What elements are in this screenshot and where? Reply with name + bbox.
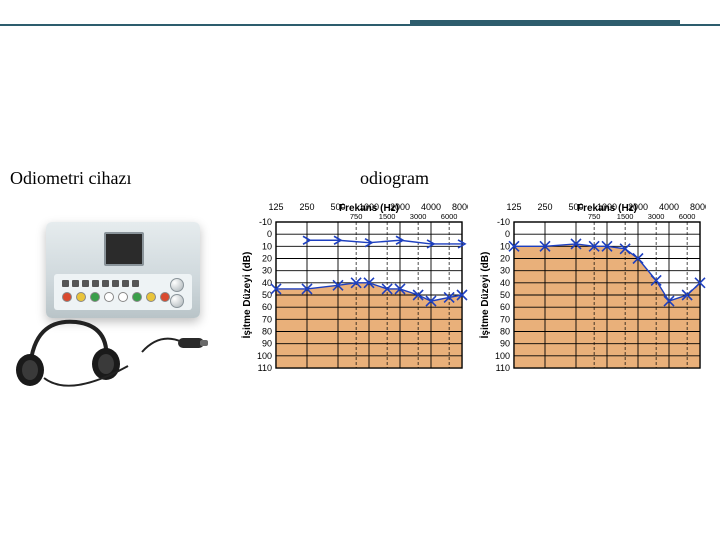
device-knob-icon [170, 294, 184, 308]
chart-label: odiogram [360, 168, 429, 189]
svg-text:60: 60 [500, 302, 510, 312]
svg-text:3000: 3000 [410, 212, 427, 221]
audiometer-device-figure [10, 208, 220, 388]
svg-text:20: 20 [500, 254, 510, 264]
device-screen [104, 232, 144, 266]
svg-text:100: 100 [495, 351, 510, 361]
svg-text:Frekans (Hz): Frekans (Hz) [577, 203, 637, 214]
svg-text:50: 50 [262, 290, 272, 300]
svg-text:30: 30 [262, 266, 272, 276]
audiogram-chart-2: 1252505001000200040008000750150030006000… [478, 200, 706, 380]
probe-icon [138, 328, 210, 358]
svg-text:250: 250 [537, 202, 552, 212]
svg-text:50: 50 [500, 290, 510, 300]
svg-text:110: 110 [258, 363, 272, 373]
svg-text:30: 30 [500, 266, 510, 276]
header-divider-accent [410, 20, 680, 26]
svg-text:8000: 8000 [452, 202, 468, 212]
svg-text:4000: 4000 [659, 202, 679, 212]
svg-text:10: 10 [500, 241, 510, 251]
svg-text:-10: -10 [497, 217, 510, 227]
device-button-row [62, 280, 139, 287]
svg-text:10: 10 [262, 241, 272, 251]
svg-text:20: 20 [262, 254, 272, 264]
svg-text:6000: 6000 [679, 212, 696, 221]
svg-text:-10: -10 [259, 217, 272, 227]
svg-text:40: 40 [500, 278, 510, 288]
device-body [46, 222, 200, 318]
svg-text:250: 250 [299, 202, 314, 212]
svg-text:İşitme Düzeyi (dB): İşitme Düzeyi (dB) [478, 252, 491, 339]
svg-text:70: 70 [500, 314, 510, 324]
device-knob-icon [170, 278, 184, 292]
svg-text:3000: 3000 [648, 212, 665, 221]
svg-text:80: 80 [500, 327, 510, 337]
device-label: Odiometri cihazı [10, 168, 131, 189]
svg-text:40: 40 [262, 278, 272, 288]
svg-text:4000: 4000 [421, 202, 441, 212]
svg-text:100: 100 [257, 351, 272, 361]
svg-text:110: 110 [496, 363, 510, 373]
svg-text:60: 60 [262, 302, 272, 312]
headphones-icon [10, 312, 130, 390]
svg-text:İşitme Düzeyi (dB): İşitme Düzeyi (dB) [240, 252, 253, 339]
svg-text:0: 0 [267, 229, 272, 239]
svg-text:90: 90 [262, 339, 272, 349]
svg-text:70: 70 [262, 314, 272, 324]
svg-text:Frekans (Hz): Frekans (Hz) [339, 203, 399, 214]
svg-text:6000: 6000 [441, 212, 458, 221]
svg-text:125: 125 [268, 202, 283, 212]
svg-text:0: 0 [505, 229, 510, 239]
svg-text:8000: 8000 [690, 202, 706, 212]
svg-text:125: 125 [506, 202, 521, 212]
svg-text:80: 80 [262, 327, 272, 337]
device-indicator-row [62, 292, 170, 302]
device-control-panel [54, 274, 192, 310]
svg-text:90: 90 [500, 339, 510, 349]
audiogram-chart-1: 1252505001000200040008000750150030006000… [240, 200, 468, 380]
